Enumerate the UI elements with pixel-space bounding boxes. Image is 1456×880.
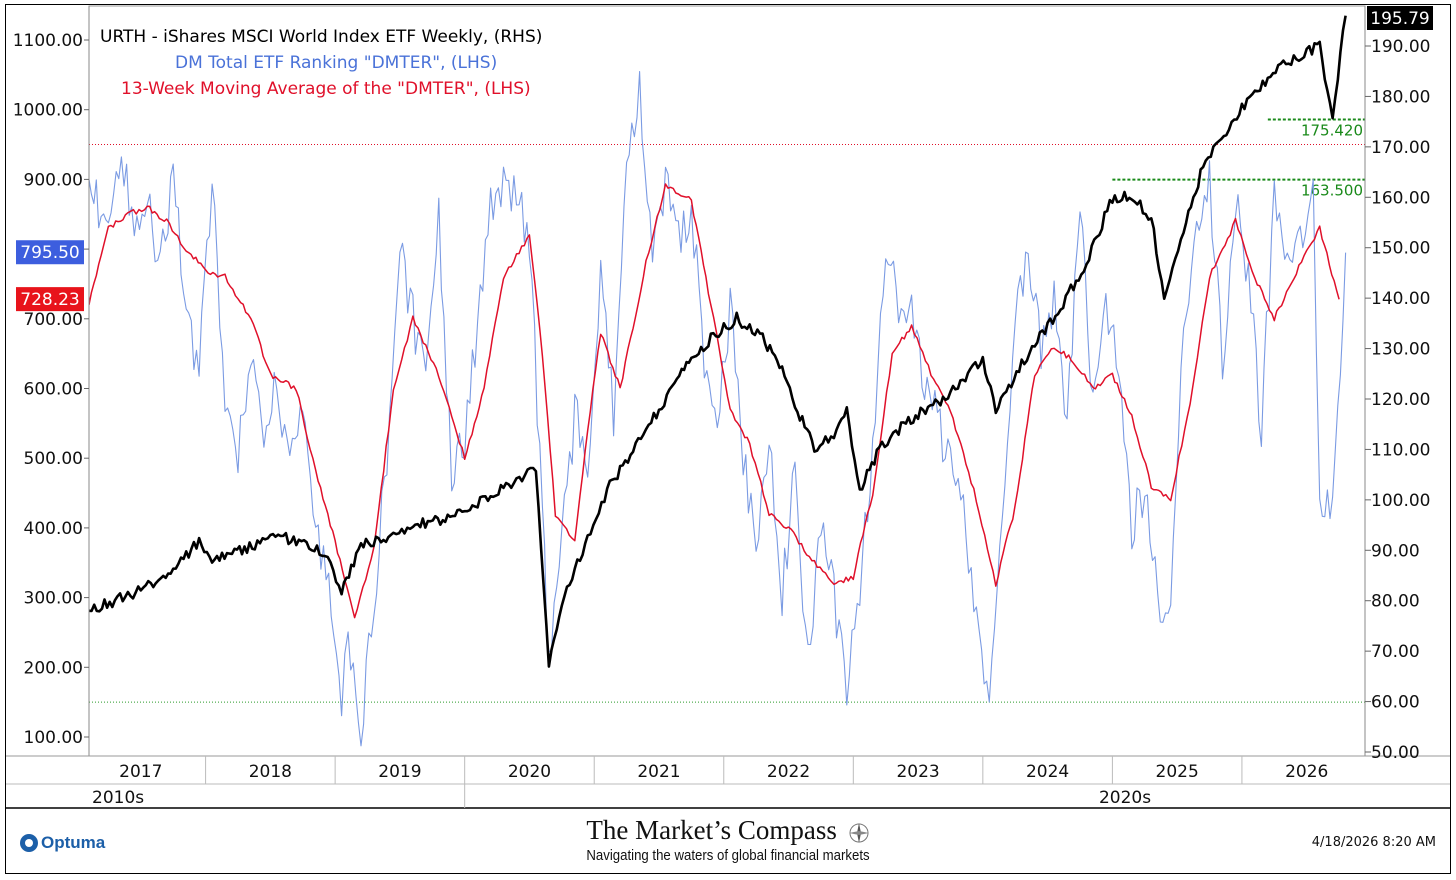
x-year-label: 2017 [119,762,162,782]
left-tick-label: 1100.00 [13,31,83,51]
value-label-box [16,287,84,312]
right-tick-label: 70.00 [1371,642,1420,662]
right-tick-label: 110.00 [1371,440,1430,460]
timestamp: 4/18/2026 8:20 AM [1311,835,1436,850]
right-tick-label: 90.00 [1371,541,1420,561]
urth-series-line [89,15,1347,668]
left-tick-label: 900.00 [24,170,83,190]
right-tick-label: 170.00 [1371,138,1430,158]
right-tick-label: 140.00 [1371,289,1430,309]
right-tick-label: 160.00 [1371,188,1430,208]
left-tick-label: 1000.00 [13,101,83,121]
value-label-text: 195.79 [1370,9,1429,29]
right-tick-label: 120.00 [1371,390,1430,410]
compass-rose-icon [848,822,869,843]
footer: Optuma The Market’s Compass Navigating t… [6,809,1450,873]
x-year-label: 2022 [767,762,810,782]
left-tick-label: 200.00 [24,658,83,678]
dmter-ma-series-line [89,183,1340,619]
brand-title: The Market’s Compass [6,815,1450,846]
legend-entry: DM Total ETF Ranking "DMTER", (LHS) [175,53,497,73]
x-year-label: 2023 [896,762,939,782]
right-tick-label: 130.00 [1371,340,1430,360]
x-year-label: 2024 [1026,762,1069,782]
x-decade-label: 2010s [92,788,144,808]
x-year-label: 2020 [508,762,551,782]
reference-line-label: 163.500 [1301,182,1363,200]
legend-entry: URTH - iShares MSCI World Index ETF Week… [100,27,542,47]
left-tick-label: 400.00 [24,519,83,539]
value-label-text: 728.23 [20,290,79,310]
dmter-series-line [89,71,1347,747]
value-label-text: 795.50 [20,243,79,263]
right-tick-label: 80.00 [1371,592,1420,612]
right-tick-label: 100.00 [1371,491,1430,511]
left-tick-label: 500.00 [24,449,83,469]
legend-entry: 13-Week Moving Average of the "DMTER", (… [121,79,531,99]
x-decade-label: 2020s [1099,788,1151,808]
x-year-label: 2018 [249,762,292,782]
brand-subtitle: Navigating the waters of global financia… [586,847,870,864]
value-label-box [16,240,84,265]
x-year-label: 2021 [637,762,680,782]
left-tick-label: 600.00 [24,380,83,400]
left-tick-label: 700.00 [24,310,83,330]
right-tick-label: 180.00 [1371,87,1430,107]
left-tick-label: 300.00 [24,589,83,609]
x-year-label: 2019 [378,762,421,782]
left-tick-label: 100.00 [24,728,83,748]
reference-line-label: 175.420 [1301,122,1363,140]
brand-title-text: The Market’s Compass [586,815,837,845]
optuma-brand: Optuma [20,833,105,853]
optuma-label: Optuma [41,833,106,852]
chart-frame [5,4,1451,874]
right-tick-label: 190.00 [1371,37,1430,57]
optuma-logo-icon [20,834,38,852]
right-tick-label: 150.00 [1371,239,1430,259]
right-tick-label: 60.00 [1371,693,1420,713]
right-tick-label: 50.00 [1371,743,1420,763]
value-label-box [1367,6,1433,30]
x-year-label: 2026 [1285,762,1328,782]
x-year-label: 2025 [1156,762,1199,782]
